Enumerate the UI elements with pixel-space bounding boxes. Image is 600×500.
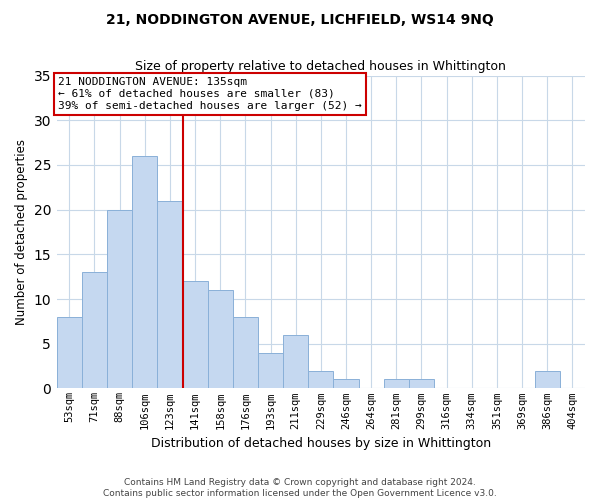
Bar [107, 210, 132, 388]
Title: Size of property relative to detached houses in Whittington: Size of property relative to detached ho… [136, 60, 506, 73]
Text: Contains HM Land Registry data © Crown copyright and database right 2024.
Contai: Contains HM Land Registry data © Crown c… [103, 478, 497, 498]
Bar [258, 352, 283, 388]
Bar [384, 380, 409, 388]
Text: 21, NODDINGTON AVENUE, LICHFIELD, WS14 9NQ: 21, NODDINGTON AVENUE, LICHFIELD, WS14 9… [106, 12, 494, 26]
Y-axis label: Number of detached properties: Number of detached properties [15, 139, 28, 325]
Bar [334, 380, 359, 388]
Bar [57, 317, 82, 388]
Bar [208, 290, 233, 388]
Bar [182, 281, 208, 388]
Text: 21 NODDINGTON AVENUE: 135sqm
← 61% of detached houses are smaller (83)
39% of se: 21 NODDINGTON AVENUE: 135sqm ← 61% of de… [58, 78, 362, 110]
Bar [82, 272, 107, 388]
Bar [157, 200, 182, 388]
Bar [535, 370, 560, 388]
X-axis label: Distribution of detached houses by size in Whittington: Distribution of detached houses by size … [151, 437, 491, 450]
Bar [132, 156, 157, 388]
Bar [283, 335, 308, 388]
Bar [233, 317, 258, 388]
Bar [308, 370, 334, 388]
Bar [409, 380, 434, 388]
